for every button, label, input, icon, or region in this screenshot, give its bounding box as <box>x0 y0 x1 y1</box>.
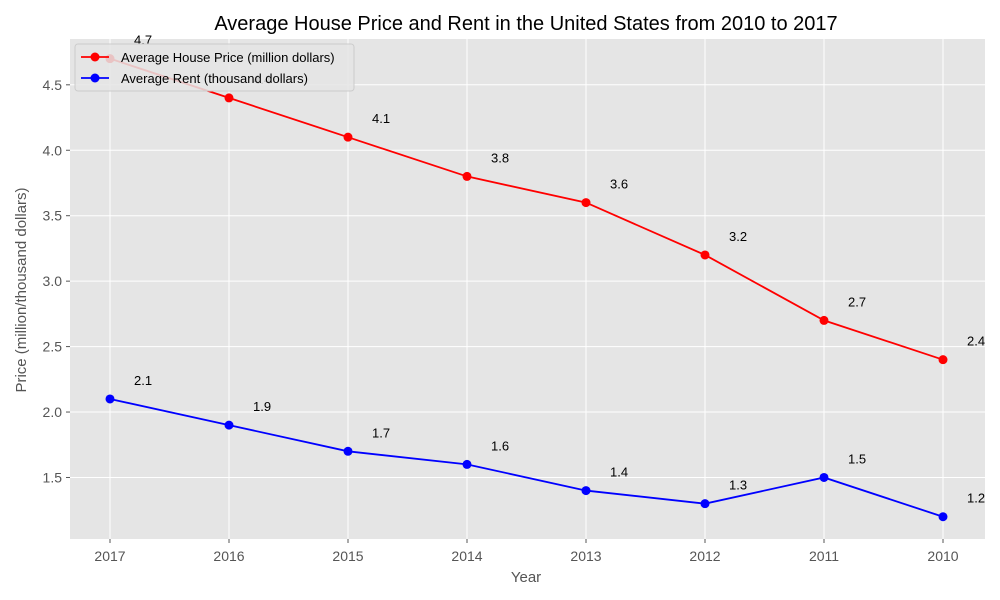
data-label: 1.4 <box>610 465 628 480</box>
data-point <box>343 132 353 142</box>
y-tick-label: 2.0 <box>43 404 63 420</box>
data-label: 2.1 <box>134 373 152 388</box>
data-label: 3.8 <box>491 150 509 165</box>
plot-area <box>70 39 985 539</box>
legend: Average House Price (million dollars) Ave… <box>74 43 355 92</box>
y-tick-label: 3.0 <box>43 273 63 289</box>
x-tick-label: 2014 <box>451 548 482 564</box>
x-tick-label: 2010 <box>927 548 958 564</box>
y-axis-label: Price (million/thousand dollars) <box>13 187 30 392</box>
x-tick-label: 2016 <box>213 548 244 564</box>
data-point <box>224 420 234 430</box>
legend-box <box>74 43 355 92</box>
data-label: 1.3 <box>729 478 747 493</box>
data-point <box>938 355 948 365</box>
data-label: 1.5 <box>848 451 866 466</box>
data-point <box>938 512 948 522</box>
series-group <box>105 54 948 522</box>
data-point <box>700 250 710 260</box>
data-label: 2.4 <box>967 334 985 349</box>
data-label: 1.6 <box>491 438 509 453</box>
series-line-1 <box>109 398 944 518</box>
y-tick-label: 3.5 <box>43 208 63 224</box>
data-label: 2.7 <box>848 294 866 309</box>
data-point <box>462 171 472 181</box>
data-label: 1.2 <box>967 491 985 506</box>
x-tick-label: 2012 <box>689 548 720 564</box>
legend-label: Average Rent (thousand dollars) <box>121 71 308 86</box>
data-label: 3.2 <box>729 229 747 244</box>
data-point <box>224 93 234 103</box>
y-tick-label: 4.5 <box>43 77 63 93</box>
legend-marker <box>90 73 100 83</box>
data-label: 4.1 <box>372 111 390 126</box>
data-point <box>581 486 591 496</box>
data-point <box>700 499 710 509</box>
y-tick-label: 2.5 <box>43 339 63 355</box>
x-axis-ticks: 2017 2016 2015 2014 2013 2012 2011 2010 <box>94 539 959 564</box>
data-point <box>819 472 829 482</box>
chart-title: Average House Price and Rent in the Unit… <box>214 13 837 35</box>
x-tick-label: 2011 <box>809 548 839 564</box>
data-point <box>462 459 472 469</box>
data-label: 1.7 <box>372 425 390 440</box>
series-line-0 <box>109 57 944 361</box>
data-point <box>819 315 829 325</box>
data-point <box>581 198 591 208</box>
x-tick-label: 2013 <box>570 548 601 564</box>
x-axis-label: Year <box>511 569 541 586</box>
legend-marker <box>90 52 100 62</box>
data-point <box>343 446 353 456</box>
y-tick-label: 4.0 <box>43 142 63 158</box>
data-label: 1.9 <box>253 399 271 414</box>
grid <box>70 39 985 539</box>
y-tick-label: 1.5 <box>43 469 63 485</box>
legend-label: Average House Price (million dollars) <box>121 50 335 65</box>
data-label: 3.6 <box>610 177 628 192</box>
data-point <box>105 394 115 404</box>
y-axis-ticks: 1.5 2.0 2.5 3.0 3.5 4.0 4.5 <box>43 77 70 485</box>
x-tick-label: 2015 <box>332 548 363 564</box>
x-tick-label: 2017 <box>94 548 125 564</box>
